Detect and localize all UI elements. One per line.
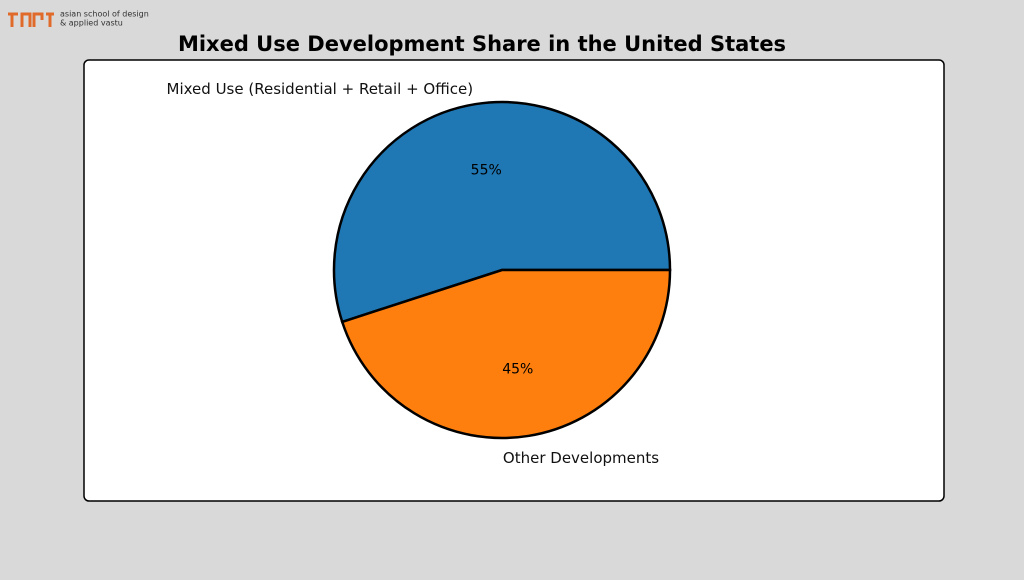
chart-title: Mixed Use Development Share in the Unite… bbox=[178, 32, 786, 56]
logo-mark bbox=[8, 12, 54, 27]
pie-slice bbox=[332, 100, 672, 324]
pie-slice bbox=[340, 268, 672, 440]
logo-text: & applied vastu bbox=[60, 19, 123, 28]
value-label: 45% bbox=[502, 362, 533, 378]
slice-label: Other Developments bbox=[503, 449, 659, 467]
logo-text: asian school of design bbox=[60, 10, 149, 19]
logo: asian school of design & applied vastu bbox=[8, 10, 149, 28]
value-label: 55% bbox=[471, 162, 502, 178]
slice-label: Mixed Use (Residential + Retail + Office… bbox=[167, 80, 474, 98]
